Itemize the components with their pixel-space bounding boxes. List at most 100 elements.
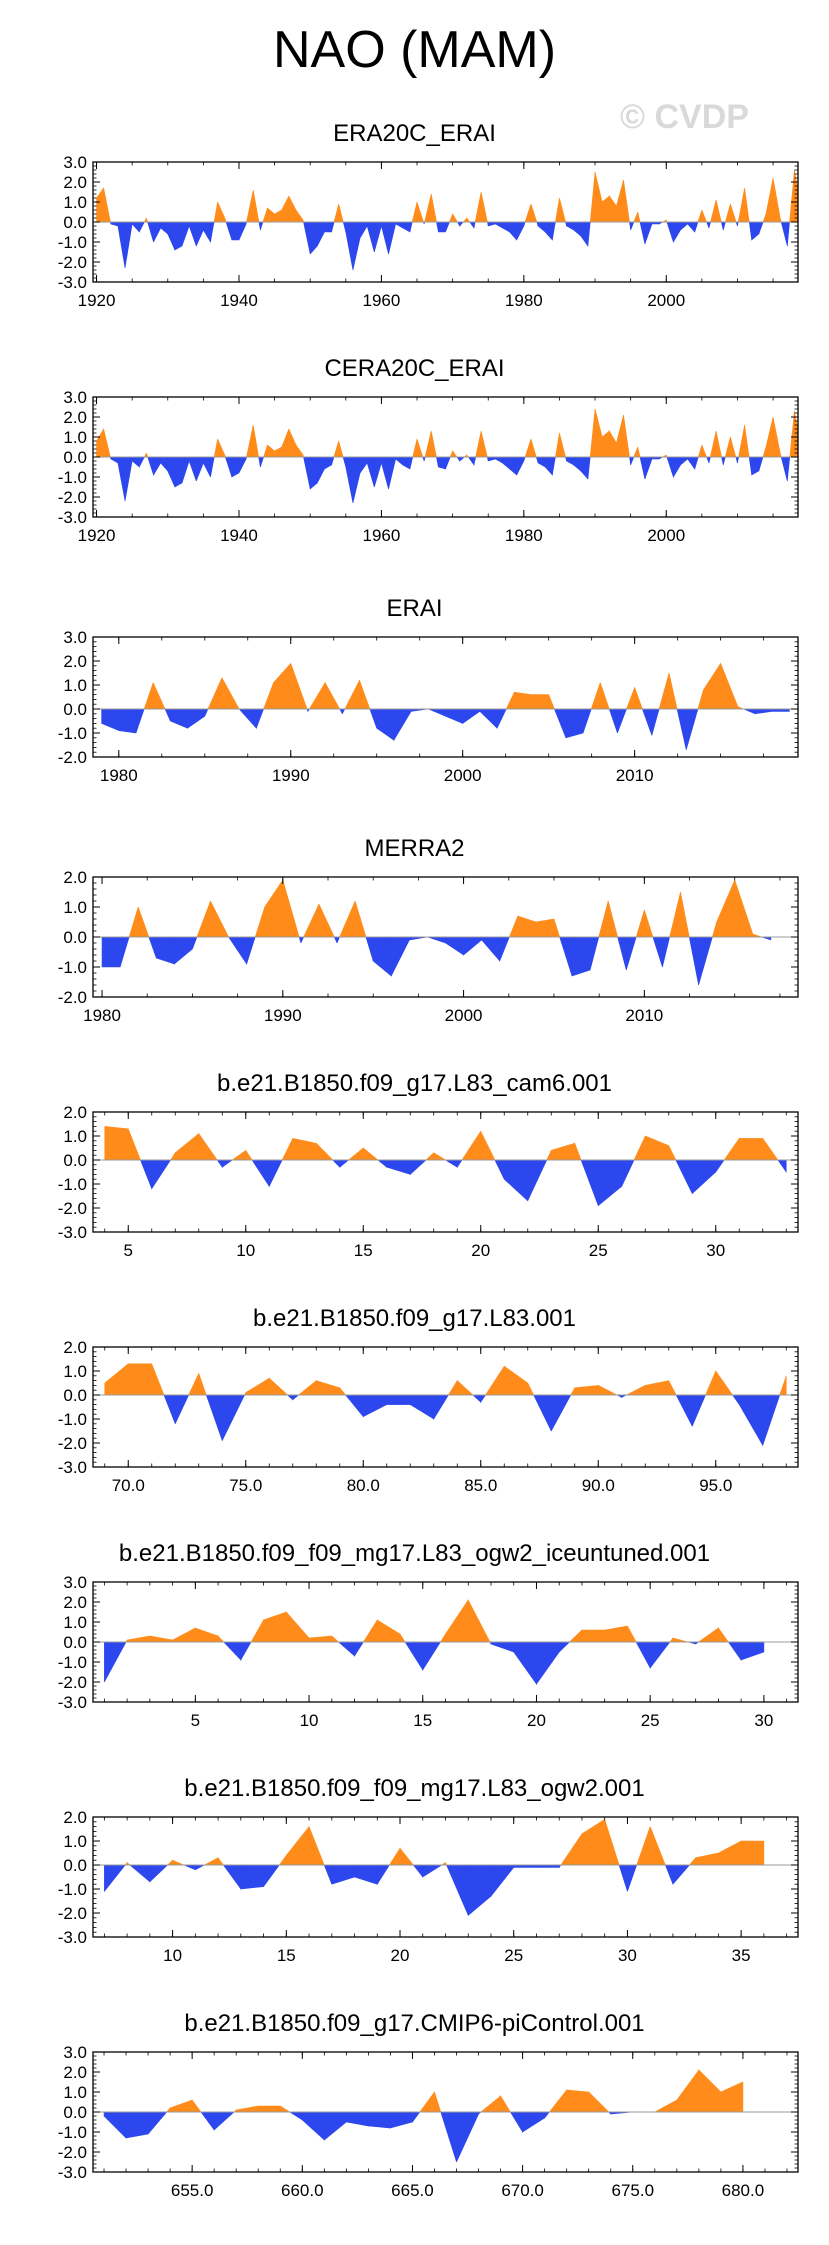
positive-area [347,1147,364,1161]
positive-area [701,444,708,458]
positive-area [449,450,453,458]
negative-area [344,1394,364,1418]
y-tick-label: -2.0 [58,988,87,1007]
y-tick-label: -1.0 [58,468,87,487]
negative-area [456,1159,463,1169]
positive-area [388,1847,401,1866]
chart-svg: -3.0 -2.0 -1.0 0.0 1.0 2.0 70.0 75.0 80.0 85.0 90.… [58,1338,799,1495]
negative-area [780,221,788,247]
negative-area [496,708,507,729]
negative-area [472,1394,482,1403]
negative-area [740,1641,765,1661]
negative-area [213,2111,235,2131]
positive-area [456,1379,474,1396]
negative-area [630,456,635,466]
positive-area [548,2089,567,2113]
negative-area [286,1394,294,1401]
negative-area [722,221,726,231]
negative-area [673,456,681,479]
negative-area [621,1159,635,1187]
negative-area [336,936,341,944]
positive-area [263,1611,287,1643]
panel-title: b.e21.B1850.f09_g17.L83_cam6.001 [216,1070,612,1097]
positive-area [734,879,754,938]
positive-area [484,1365,505,1396]
negative-area [345,221,354,271]
negative-area [404,1641,424,1672]
positive-area [433,1152,447,1161]
negative-area [388,456,396,490]
positive-area [680,891,690,938]
y-tick-label: 2.0 [63,1808,87,1827]
y-tick-label: 1.0 [63,428,87,447]
positive-area [399,1632,406,1643]
negative-area [666,221,674,243]
y-tick-label: 3.0 [63,388,87,407]
negative-area [762,1394,781,1446]
positive-area [594,408,603,458]
x-tick-label: 1990 [264,1006,302,1025]
positive-area [720,2081,744,2113]
positive-area [779,452,782,458]
negative-area [138,221,145,233]
positive-area [146,452,149,458]
positive-area [411,201,418,223]
positive-area [744,424,750,458]
negative-area [409,1394,435,1420]
negative-area [309,221,318,255]
negative-area [573,456,582,472]
positive-area [172,1627,196,1643]
negative-area [550,1394,572,1432]
positive-area [137,906,150,938]
y-tick-label: -3.0 [58,273,87,292]
positive-area [290,663,308,710]
negative-area [147,456,154,476]
negative-area [444,1159,458,1168]
positive-area [649,1826,666,1866]
negative-area [224,456,233,478]
x-tick-label: 665.0 [391,2181,434,2200]
positive-area [524,203,532,223]
positive-area [508,915,519,938]
negative-area [456,456,461,462]
negative-area [698,936,713,986]
y-tick-label: -2.0 [58,253,87,272]
x-tick-label: 1940 [220,291,258,310]
x-tick-label: 90.0 [582,1476,615,1495]
y-tick-label: 1.0 [63,1613,87,1632]
x-tick-label: 25 [641,1711,660,1730]
positive-area [616,179,624,223]
positive-area [599,682,610,710]
negative-area [580,221,589,247]
negative-area [160,221,169,235]
negative-area [288,2111,303,2121]
positive-area [633,446,639,458]
positive-area [286,1825,310,1866]
negative-area [758,456,764,472]
negative-area [440,2111,457,2163]
x-tick-label: 1980 [83,1006,121,1025]
positive-area [430,430,437,458]
x-tick-label: 660.0 [281,2181,324,2200]
positive-area [254,906,266,938]
negative-area [309,456,318,490]
negative-area [195,221,204,247]
negative-area [502,456,510,470]
positive-area [608,195,617,223]
positive-area [399,1847,414,1866]
negative-area [354,1641,364,1658]
negative-area [708,221,711,229]
x-tick-label: 70.0 [112,1476,145,1495]
positive-area [697,444,703,458]
y-tick-label: 0.0 [63,1386,87,1405]
y-tick-label: -2.0 [58,748,87,767]
negative-area [362,1394,388,1418]
negative-area [559,936,573,977]
negative-area [463,936,482,956]
positive-area [794,410,798,458]
positive-area [217,201,226,223]
negative-area [376,1864,390,1886]
positive-area [267,444,275,458]
y-tick-label: -1.0 [58,1653,87,1672]
negative-area [502,221,510,233]
